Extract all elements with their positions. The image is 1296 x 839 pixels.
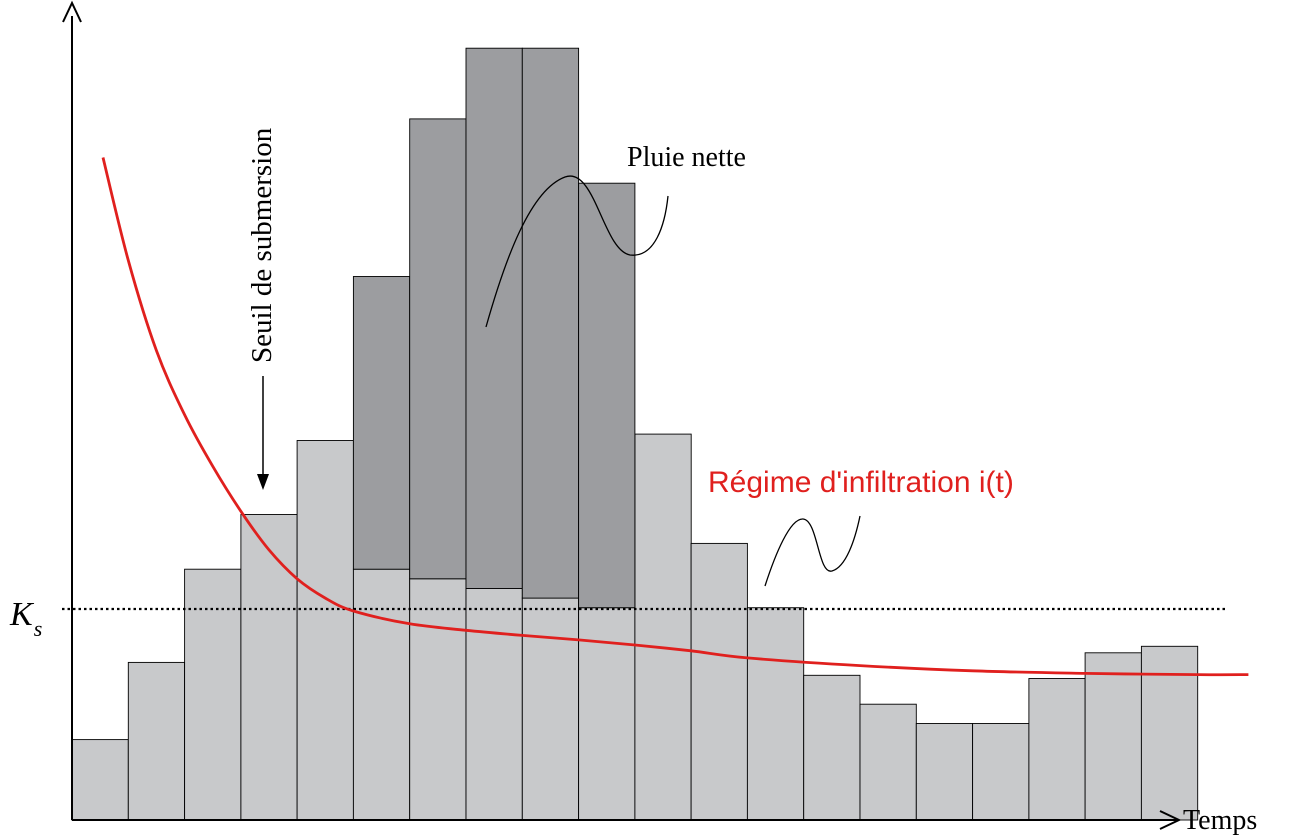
rain-bar (127, 661, 186, 821)
net-rain-bar (521, 47, 580, 599)
infiltration-leader (764, 515, 861, 587)
rain-bar (634, 433, 692, 821)
x-axis-arrowhead (1159, 810, 1182, 830)
ks-label-subscript: s (34, 616, 43, 641)
rain-bar (1140, 645, 1199, 821)
rain-bar (1084, 652, 1142, 821)
rain-bar (240, 514, 298, 821)
net-rain-bars (352, 47, 636, 609)
net-rain-bar (578, 182, 636, 609)
rain-bar (352, 568, 411, 821)
net-rain-label: Pluie nette (627, 142, 746, 173)
rain-bar (859, 703, 917, 821)
ks-label: Ks (9, 596, 42, 641)
rain-bar (71, 739, 129, 821)
threshold-arrowhead (257, 474, 269, 490)
rain-bar (746, 607, 805, 821)
rain-bar (521, 597, 580, 821)
rain-bar (915, 723, 974, 821)
threshold-label: Seuil de submersion (246, 127, 278, 363)
net-rain-bar (352, 276, 411, 570)
infiltration-label: Régime d'infiltration i(t) (708, 466, 1014, 499)
ks-label-main: K (9, 596, 35, 633)
x-axis-label: Temps (1183, 805, 1257, 836)
net-rain-leader (485, 175, 669, 328)
net-rain-bar (409, 118, 467, 580)
rain-bar (690, 542, 748, 821)
rain-bar (1028, 678, 1086, 821)
rain-bar (409, 578, 467, 821)
rain-bar (296, 440, 354, 821)
net-rain-bar (465, 47, 523, 589)
rain-bar (972, 723, 1030, 821)
rain-bar (803, 674, 861, 821)
y-axis-arrowhead (62, 0, 82, 23)
infiltration-curve (101, 157, 1249, 677)
rain-bar (184, 568, 242, 821)
rain-bar (465, 587, 523, 821)
